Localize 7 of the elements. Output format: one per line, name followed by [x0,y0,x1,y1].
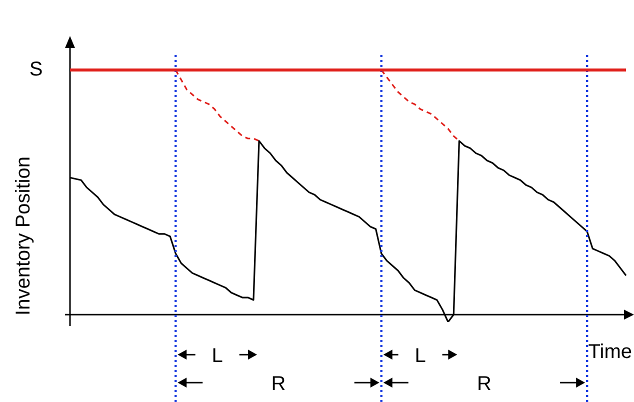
text: L [212,345,223,368]
y-axis-title: Inventory Position [12,156,35,316]
text: L [414,345,426,368]
text: R [271,373,286,396]
text: R [476,373,492,396]
ref-line-label: S [29,58,43,81]
x-axis-title: Time [588,341,632,364]
